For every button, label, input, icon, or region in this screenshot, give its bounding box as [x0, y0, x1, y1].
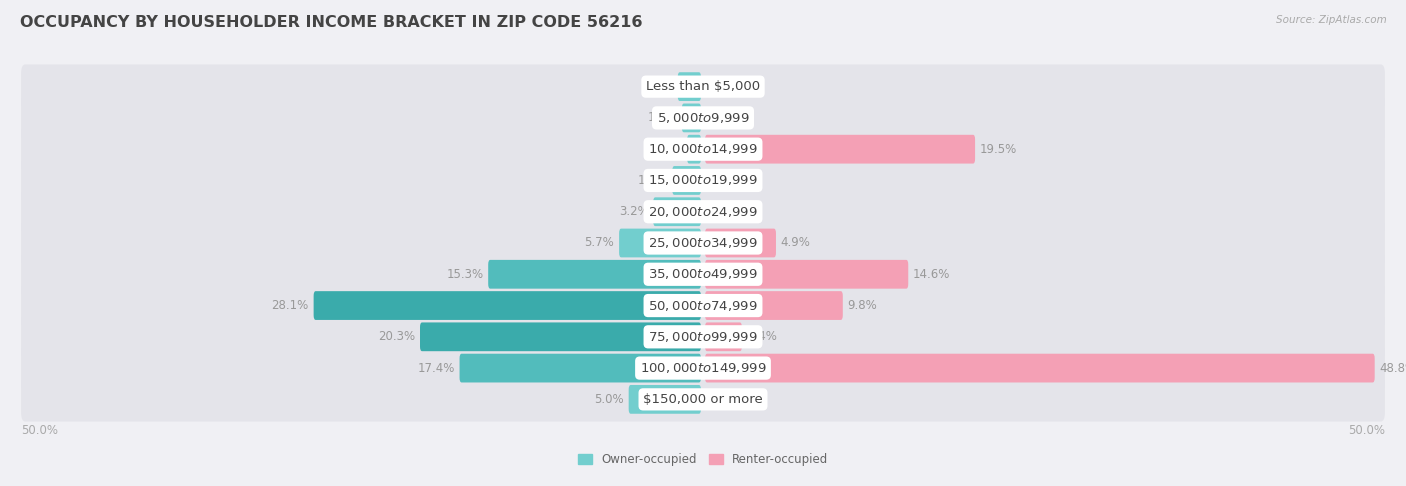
Text: 9.8%: 9.8% — [848, 299, 877, 312]
FancyBboxPatch shape — [21, 96, 1385, 140]
Text: 3.2%: 3.2% — [619, 205, 648, 218]
FancyBboxPatch shape — [654, 197, 702, 226]
Text: 1.8%: 1.8% — [638, 174, 668, 187]
Text: 0.0%: 0.0% — [714, 111, 744, 124]
Text: $150,000 or more: $150,000 or more — [643, 393, 763, 406]
FancyBboxPatch shape — [21, 221, 1385, 265]
FancyBboxPatch shape — [678, 72, 702, 101]
Text: 15.3%: 15.3% — [446, 268, 484, 281]
Text: 5.7%: 5.7% — [585, 237, 614, 249]
FancyBboxPatch shape — [460, 354, 702, 382]
Text: $75,000 to $99,999: $75,000 to $99,999 — [648, 330, 758, 344]
Text: $15,000 to $19,999: $15,000 to $19,999 — [648, 174, 758, 188]
Text: 50.0%: 50.0% — [21, 424, 58, 437]
FancyBboxPatch shape — [704, 354, 1375, 382]
Text: 0.0%: 0.0% — [714, 80, 744, 93]
FancyBboxPatch shape — [21, 65, 1385, 109]
FancyBboxPatch shape — [21, 190, 1385, 234]
Text: 50.0%: 50.0% — [1348, 424, 1385, 437]
Text: $35,000 to $49,999: $35,000 to $49,999 — [648, 267, 758, 281]
Text: 17.4%: 17.4% — [418, 362, 454, 375]
Text: 0.0%: 0.0% — [714, 205, 744, 218]
Text: $10,000 to $14,999: $10,000 to $14,999 — [648, 142, 758, 156]
Text: 20.3%: 20.3% — [378, 330, 415, 343]
Text: 5.0%: 5.0% — [595, 393, 624, 406]
FancyBboxPatch shape — [619, 228, 702, 258]
Text: Source: ZipAtlas.com: Source: ZipAtlas.com — [1275, 15, 1386, 25]
FancyBboxPatch shape — [21, 314, 1385, 359]
Text: 0.0%: 0.0% — [714, 393, 744, 406]
FancyBboxPatch shape — [682, 104, 702, 132]
Text: $20,000 to $24,999: $20,000 to $24,999 — [648, 205, 758, 219]
Text: Less than $5,000: Less than $5,000 — [645, 80, 761, 93]
Text: $50,000 to $74,999: $50,000 to $74,999 — [648, 298, 758, 312]
FancyBboxPatch shape — [704, 228, 776, 258]
Text: OCCUPANCY BY HOUSEHOLDER INCOME BRACKET IN ZIP CODE 56216: OCCUPANCY BY HOUSEHOLDER INCOME BRACKET … — [20, 15, 643, 30]
Text: 14.6%: 14.6% — [912, 268, 950, 281]
Text: 19.5%: 19.5% — [980, 143, 1017, 156]
Text: $5,000 to $9,999: $5,000 to $9,999 — [657, 111, 749, 125]
FancyBboxPatch shape — [21, 283, 1385, 328]
Text: 1.4%: 1.4% — [643, 80, 673, 93]
FancyBboxPatch shape — [21, 158, 1385, 203]
FancyBboxPatch shape — [314, 291, 702, 320]
FancyBboxPatch shape — [704, 135, 976, 164]
FancyBboxPatch shape — [704, 291, 842, 320]
FancyBboxPatch shape — [21, 377, 1385, 421]
FancyBboxPatch shape — [628, 385, 702, 414]
Text: 0.0%: 0.0% — [714, 174, 744, 187]
Legend: Owner-occupied, Renter-occupied: Owner-occupied, Renter-occupied — [572, 449, 834, 471]
Text: 48.8%: 48.8% — [1379, 362, 1406, 375]
FancyBboxPatch shape — [420, 322, 702, 351]
FancyBboxPatch shape — [21, 127, 1385, 172]
FancyBboxPatch shape — [488, 260, 702, 289]
FancyBboxPatch shape — [21, 346, 1385, 390]
FancyBboxPatch shape — [688, 135, 702, 164]
Text: 0.71%: 0.71% — [645, 143, 682, 156]
FancyBboxPatch shape — [21, 252, 1385, 296]
FancyBboxPatch shape — [672, 166, 702, 195]
Text: 2.4%: 2.4% — [747, 330, 776, 343]
Text: 1.1%: 1.1% — [647, 111, 678, 124]
Text: $25,000 to $34,999: $25,000 to $34,999 — [648, 236, 758, 250]
FancyBboxPatch shape — [704, 260, 908, 289]
FancyBboxPatch shape — [704, 322, 742, 351]
Text: 4.9%: 4.9% — [780, 237, 811, 249]
Text: $100,000 to $149,999: $100,000 to $149,999 — [640, 361, 766, 375]
Text: 28.1%: 28.1% — [271, 299, 309, 312]
